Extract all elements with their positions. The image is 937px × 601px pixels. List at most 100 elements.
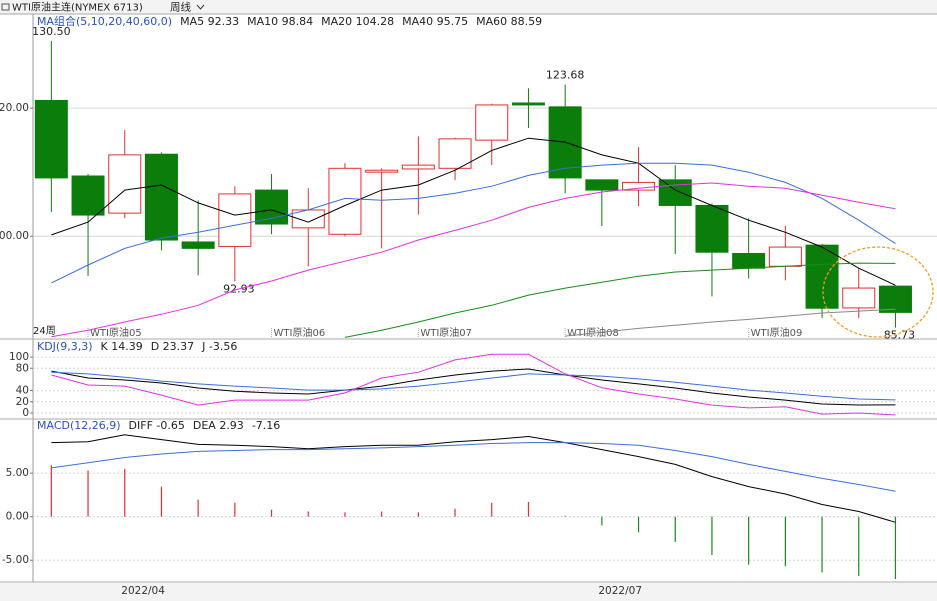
x-tick-label: WTI原油09 [751,326,803,339]
legend-entry: D 23.37 [151,340,194,353]
series-line [51,434,896,523]
y-tick-label: 100 [9,351,29,363]
histogram-bar [234,502,236,517]
histogram-bar [748,516,750,565]
y-tick-label: 0 [22,407,29,419]
legend-entry: -7.16 [252,419,280,432]
period-label: 24周 [33,325,56,337]
histogram-bar [417,512,419,517]
candle-body [475,104,509,141]
candle-body [585,179,619,191]
legend-entry: MA5 92.33 [180,15,239,28]
legend-entry: MA40 95.75 [402,15,468,28]
series-line [51,182,896,338]
histogram-bar [124,468,126,517]
y-tick-label: 80 [16,362,29,374]
candle-body [144,153,178,241]
histogram-bar [454,508,456,517]
legend-title: MA组合(5,10,20,40,60,0) [37,14,172,28]
histogram-bar [491,502,493,517]
instrument-title[interactable]: WTI原油主连(NYMEX 6713) [12,1,143,14]
panel-title: MACD(12,26,9) [37,419,121,432]
candle-body [805,244,839,309]
series-line [51,162,896,284]
y-tick-label: 40 [16,385,29,397]
x-tick-label: WTI原油07 [420,326,472,339]
histogram-bar [894,516,897,580]
y-tick-label: 120.00 [0,102,29,114]
candle-body [108,154,142,214]
price-annotation: 130.50 [32,25,71,38]
candle-body [878,285,912,313]
date-label: 2022/04 [121,585,165,597]
x-tick-label: WTI原油06 [274,326,326,339]
series-line [51,371,896,401]
period-selector[interactable]: 周线 [170,1,191,14]
y-tick-label: 5.00 [6,467,29,479]
legend-entry: K 14.39 [101,340,143,353]
candle-body [255,189,289,225]
series-line [51,442,896,492]
histogram-bar [197,499,199,517]
series-line [565,308,896,337]
candle-body [218,193,252,247]
series-line [51,137,896,286]
candle-body [71,175,105,216]
candle-body [732,252,766,269]
chevron[interactable] [196,4,205,10]
histogram-bar [527,501,530,517]
candle-body [658,179,692,206]
histogram-bar [858,516,860,576]
candle-body [695,204,729,253]
histogram-bar [564,515,566,517]
histogram-bar [344,512,346,517]
histogram-bar [307,511,309,517]
candle-body [401,164,435,170]
histogram-bar [160,486,163,517]
legend-entry: MA10 98.84 [247,15,313,28]
y-tick-label: 20 [16,396,29,408]
histogram-bar [270,509,273,517]
histogram-bar [674,516,676,542]
candle-body [181,241,215,249]
menu-icon[interactable] [1,3,10,11]
highlight-ellipse [822,246,934,338]
y-tick-label: 0.00 [6,511,29,523]
candle-body [365,169,399,173]
candle-body [842,287,876,309]
series-line [344,262,896,338]
time-axis-band [0,583,937,601]
price-annotation: 85.73 [884,329,916,342]
candle-body [768,246,802,267]
y-tick-label: -5.00 [2,554,29,566]
series-line [51,368,896,406]
histogram-bar [821,516,823,573]
panel: -5.00 0.00 5.00 MACD(12,26,9) DIFF -0.65 DEA … [2,419,937,580]
candle-body [438,138,472,169]
date-label: 2022/07 [598,585,642,597]
series-line [51,353,896,416]
legend-entry: J -3.56 [201,340,237,353]
price-annotation: 123.68 [546,69,585,82]
histogram-bar [50,465,52,517]
legend-entry: MA20 104.28 [321,15,394,28]
legend-entry: MA60 88.59 [476,15,542,28]
histogram-bar [711,516,713,555]
panel-title: KDJ(9,3,3) [37,340,93,353]
x-tick-label: WTI原油05 [90,326,142,339]
toolbar [0,0,937,14]
histogram-bar [784,516,786,567]
legend-entry: DIFF -0.65 [129,419,185,432]
panel: 100.00 120.00 MA组合(5,10,20,40,60,0) MA5 92.… [0,14,937,597]
candle-body [34,99,68,179]
histogram-bar [381,511,383,517]
histogram-bar [601,516,603,526]
histogram-bar [637,516,640,533]
candle-body [622,181,656,191]
histogram-bar [87,470,89,517]
candle-body [511,102,545,106]
